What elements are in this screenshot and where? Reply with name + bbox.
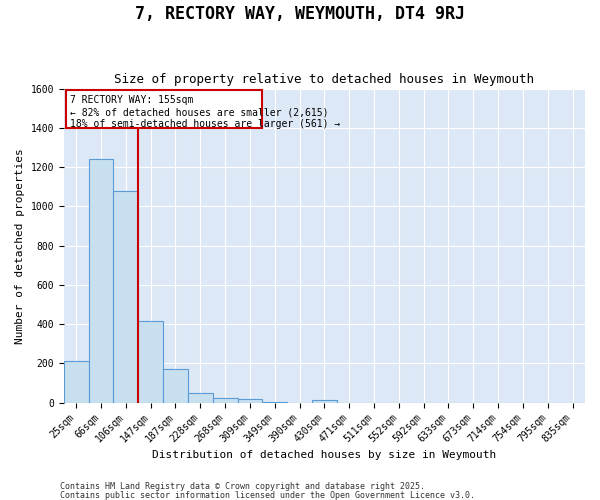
Bar <box>212 398 238 402</box>
Bar <box>238 399 262 402</box>
Title: Size of property relative to detached houses in Weymouth: Size of property relative to detached ho… <box>115 73 535 86</box>
Bar <box>188 393 212 402</box>
FancyBboxPatch shape <box>66 90 262 128</box>
Y-axis label: Number of detached properties: Number of detached properties <box>15 148 25 344</box>
Text: 7, RECTORY WAY, WEYMOUTH, DT4 9RJ: 7, RECTORY WAY, WEYMOUTH, DT4 9RJ <box>135 5 465 23</box>
Bar <box>64 362 89 403</box>
Bar <box>163 370 188 402</box>
Text: Contains public sector information licensed under the Open Government Licence v3: Contains public sector information licen… <box>60 490 475 500</box>
Text: Contains HM Land Registry data © Crown copyright and database right 2025.: Contains HM Land Registry data © Crown c… <box>60 482 425 491</box>
Bar <box>312 400 337 402</box>
X-axis label: Distribution of detached houses by size in Weymouth: Distribution of detached houses by size … <box>152 450 497 460</box>
Bar <box>113 190 138 402</box>
Text: 7 RECTORY WAY: 155sqm
← 82% of detached houses are smaller (2,615)
18% of semi-d: 7 RECTORY WAY: 155sqm ← 82% of detached … <box>70 96 340 128</box>
Bar <box>89 159 113 402</box>
Bar <box>138 321 163 402</box>
